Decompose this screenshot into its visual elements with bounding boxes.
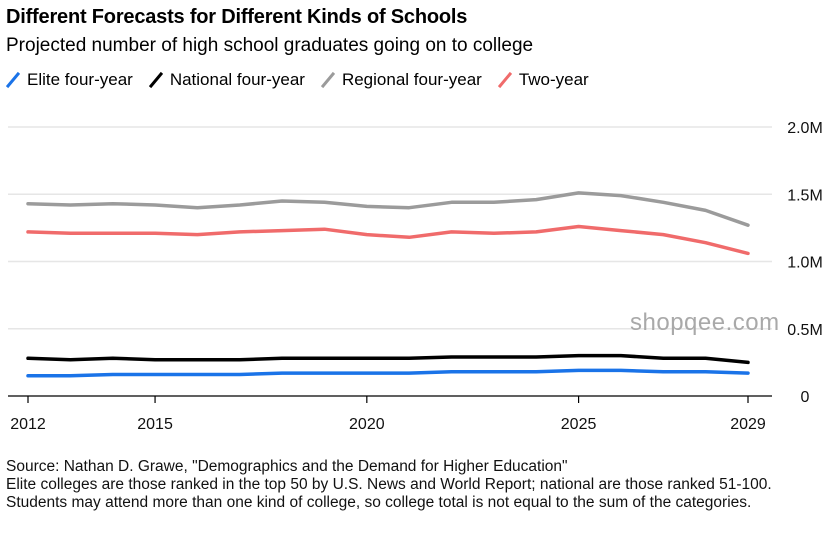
legend-swatch-two-year (497, 71, 512, 89)
y-tick-label-0: 0 (801, 389, 810, 406)
series-line-national-four-year (26, 353, 750, 365)
y-tick-label-1-5m: 1.5M (787, 187, 823, 204)
chart-title: Different Forecasts for Different Kinds … (6, 6, 468, 28)
x-tick-label-2020: 2020 (349, 416, 385, 433)
watermark: shopqee.com (630, 309, 780, 336)
source-note: Source: Nathan D. Grawe, "Demographics a… (6, 458, 836, 512)
y-tick-label-0-5m: 0.5M (787, 322, 823, 339)
x-tick-label-2029: 2029 (730, 416, 766, 433)
legend-item-two-year: Two-year (497, 70, 589, 90)
legend-item-national: National four-year (148, 70, 305, 90)
source-line: Source: Nathan D. Grawe, "Demographics a… (6, 458, 568, 475)
legend: Elite four-year National four-year Regio… (6, 70, 605, 90)
legend-label-two-year: Two-year (518, 70, 589, 89)
legend-item-elite: Elite four-year (6, 70, 133, 90)
y-tick-label-1-0m: 1.0M (787, 255, 823, 272)
legend-label-national: National four-year (169, 70, 305, 89)
y-tick-label-2-0m: 2.0M (787, 120, 823, 137)
footnote-text: Elite colleges are those ranked in the t… (6, 476, 772, 511)
legend-label-elite: Elite four-year (27, 70, 133, 89)
series-line-elite-four-year (26, 368, 750, 378)
series-line-two-year (26, 224, 750, 256)
legend-label-regional: Regional four-year (341, 70, 482, 89)
legend-swatch-elite (6, 71, 20, 89)
legend-swatch-regional (320, 71, 335, 89)
legend-item-regional: Regional four-year (320, 70, 482, 90)
x-tick-label-2012: 2012 (10, 416, 46, 433)
series-line-regional-four-year (26, 191, 750, 227)
legend-swatch-national (148, 71, 163, 89)
chart-subtitle: Projected number of high school graduate… (6, 35, 534, 56)
x-tick-label-2015: 2015 (137, 416, 173, 433)
x-tick-label-2025: 2025 (561, 416, 597, 433)
